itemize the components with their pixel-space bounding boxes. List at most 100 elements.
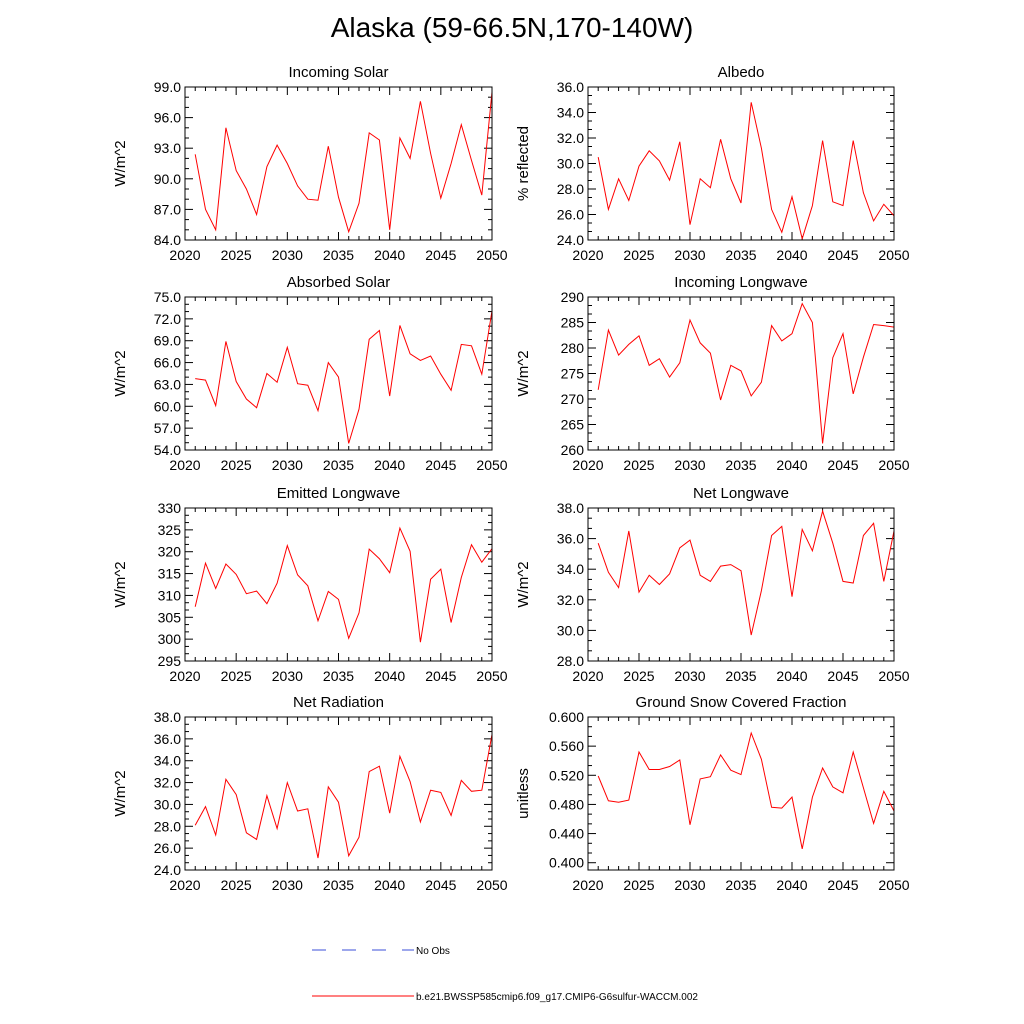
x-tick-label: 2050	[476, 877, 507, 893]
y-tick-label: 93.0	[154, 140, 181, 156]
x-tick-label: 2045	[425, 877, 456, 893]
x-tick-label: 2040	[776, 247, 807, 263]
chart-panel-3: 2020 2025 2030 2035 2040 2045 2050 54.0 57.0 60.0…	[112, 274, 508, 473]
x-tick-label: 2020	[169, 457, 200, 473]
plot-frame	[587, 86, 895, 241]
x-tick-label: 2045	[827, 457, 858, 473]
y-tick-label: 28.0	[154, 818, 181, 834]
y-tick-label: 32.0	[557, 130, 584, 146]
y-tick-label: 28.0	[557, 181, 584, 197]
chart-panel-4: 2020 2025 2030 2035 2040 2045 2050 260 265 270 275…	[515, 274, 910, 473]
legend-label-run: b.e21.BWSSP585cmip6.f09_g17.CMIP6-G6sulf…	[416, 992, 698, 1003]
x-tick-label: 2050	[878, 457, 909, 473]
x-tick-label: 2035	[725, 877, 756, 893]
chart-panel-1: 2020 2025 2030 2035 2040 2045 2050 84.0 87.0 90.0…	[112, 64, 508, 263]
y-tick-label: 0.400	[549, 855, 584, 871]
y-tick-label: 290	[561, 289, 585, 305]
legend: No Obs b.e21.BWSSP585cmip6.f09_g17.CMIP6-…	[312, 946, 698, 1003]
plot-frame	[587, 507, 895, 662]
y-tick-label: 30.0	[557, 156, 584, 172]
x-tick-label: 2020	[572, 877, 603, 893]
x-tick-label: 2030	[674, 457, 705, 473]
y-axis-label: W/m^2	[112, 561, 129, 607]
y-tick-label: 96.0	[154, 110, 181, 126]
x-tick-label: 2040	[374, 877, 405, 893]
y-tick-label: 60.0	[154, 398, 181, 414]
series-line	[597, 509, 895, 636]
x-tick-label: 2020	[169, 247, 200, 263]
x-tick-label: 2035	[725, 247, 756, 263]
x-tick-label: 2030	[674, 668, 705, 684]
panel-title: Ground Snow Covered Fraction	[636, 694, 847, 711]
y-axis-label: % reflected	[515, 126, 532, 201]
panel-title: Incoming Solar	[288, 64, 388, 81]
y-tick-label: 54.0	[154, 442, 181, 458]
x-tick-label: 2045	[827, 247, 858, 263]
x-tick-label: 2045	[425, 247, 456, 263]
y-tick-label: 0.600	[549, 709, 584, 725]
chart-panel-6: 2020 2025 2030 2035 2040 2045 2050 28.0 30.0 32.0…	[515, 485, 910, 684]
x-tick-label: 2020	[572, 247, 603, 263]
panel-title: Albedo	[718, 64, 765, 81]
chart-panel-8: 2020 2025 2030 2035 2040 2045 2050 0.400 0.440 0.…	[515, 694, 910, 893]
panel-title: Absorbed Solar	[287, 274, 390, 291]
x-tick-label: 2030	[674, 247, 705, 263]
y-tick-label: 305	[158, 609, 182, 625]
x-tick-label: 2020	[169, 668, 200, 684]
y-tick-label: 325	[158, 522, 182, 538]
figure-title: Alaska (59-66.5N,170-140W)	[330, 12, 694, 43]
series-line	[194, 526, 493, 643]
y-tick-label: 99.0	[154, 79, 181, 95]
y-tick-label: 24.0	[154, 862, 181, 878]
y-tick-label: 265	[561, 417, 585, 433]
plot-frame	[184, 507, 493, 662]
y-tick-label: 57.0	[154, 420, 181, 436]
y-tick-label: 260	[561, 442, 585, 458]
y-tick-label: 275	[561, 366, 585, 382]
x-tick-label: 2050	[878, 668, 909, 684]
y-tick-label: 30.0	[557, 622, 584, 638]
panel-title: Emitted Longwave	[277, 485, 400, 502]
y-tick-label: 285	[561, 315, 585, 331]
series-line	[597, 102, 895, 241]
y-tick-label: 34.0	[557, 105, 584, 121]
series-line	[597, 731, 895, 849]
y-tick-label: 34.0	[154, 753, 181, 769]
y-tick-label: 87.0	[154, 201, 181, 217]
x-tick-label: 2025	[221, 457, 252, 473]
series-line	[194, 92, 493, 234]
x-tick-label: 2040	[776, 877, 807, 893]
x-tick-label: 2045	[425, 457, 456, 473]
x-tick-label: 2025	[623, 877, 654, 893]
x-tick-label: 2035	[323, 668, 354, 684]
x-tick-label: 2025	[221, 877, 252, 893]
y-tick-label: 36.0	[557, 79, 584, 95]
x-tick-label: 2025	[221, 668, 252, 684]
plot-frame	[184, 296, 493, 451]
y-tick-label: 36.0	[154, 731, 181, 747]
y-axis-label: W/m^2	[112, 770, 129, 816]
x-tick-label: 2035	[323, 247, 354, 263]
x-tick-label: 2050	[476, 668, 507, 684]
y-axis-label: W/m^2	[112, 350, 129, 396]
plot-frame	[184, 716, 493, 871]
panel-title: Net Radiation	[293, 694, 384, 711]
x-tick-label: 2020	[169, 877, 200, 893]
x-tick-label: 2020	[572, 457, 603, 473]
x-tick-label: 2020	[572, 668, 603, 684]
y-tick-label: 90.0	[154, 171, 181, 187]
x-tick-label: 2040	[776, 457, 807, 473]
x-tick-label: 2025	[623, 668, 654, 684]
y-tick-label: 38.0	[557, 500, 584, 516]
y-tick-label: 72.0	[154, 311, 181, 327]
x-tick-label: 2025	[221, 247, 252, 263]
x-tick-label: 2035	[725, 668, 756, 684]
y-tick-label: 330	[158, 500, 182, 516]
y-tick-label: 300	[158, 631, 182, 647]
y-tick-label: 320	[158, 544, 182, 560]
y-tick-label: 310	[158, 587, 182, 603]
x-tick-label: 2030	[272, 668, 303, 684]
y-tick-label: 26.0	[154, 840, 181, 856]
x-tick-label: 2040	[776, 668, 807, 684]
